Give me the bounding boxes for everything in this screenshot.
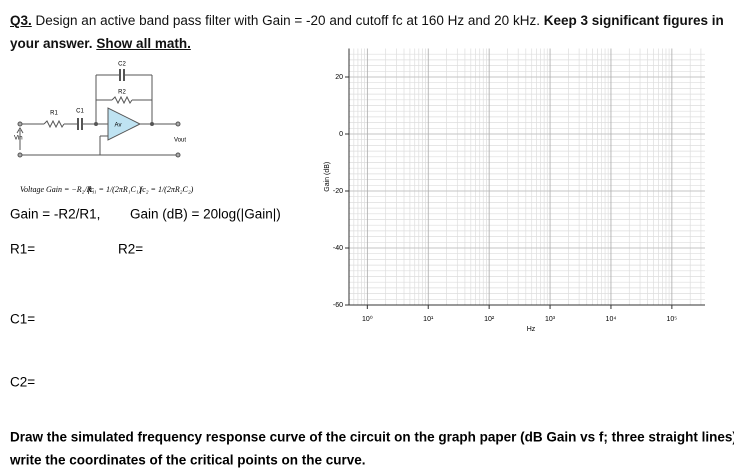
opamp-label: Av: [115, 123, 122, 129]
instruction: Draw the simulated frequency response cu…: [10, 430, 734, 445]
question-instruction: Show all math.: [96, 36, 191, 51]
question-line: Q3. Design an active band pass filter wi…: [10, 13, 724, 28]
answer-field: R2=: [118, 242, 143, 257]
question-number: Q3.: [10, 13, 32, 28]
x-axis-label: Hz: [527, 326, 536, 333]
x-tick-label: 10⁴: [606, 316, 617, 323]
graph-paper: 20 0 -20 -40 -60 10⁰ 10¹ 10² 10³ 10⁴ 10⁵ Hz Gain (dB…: [324, 48, 705, 333]
y-tick-label: -40: [333, 245, 343, 252]
x-tick-label: 10⁰: [362, 315, 373, 323]
y-tick-label: 0: [339, 131, 343, 138]
vout-label: Vout: [174, 138, 186, 144]
x-tick-label: 10⁵: [667, 316, 678, 323]
y-tick-label: -60: [333, 302, 343, 309]
x-tick-label: 10³: [545, 316, 556, 323]
formula: fc₂ = 1/(2πR₂C₂): [140, 185, 194, 194]
formula: Voltage Gain = −R₂/R₁: [20, 185, 95, 194]
gain-formula: Gain = -R2/R1,: [10, 207, 100, 222]
r1-label: R1: [50, 111, 58, 117]
y-tick-label: -20: [333, 188, 343, 195]
formula: fc₁ = 1/(2πR₁C₁): [88, 185, 142, 194]
r2-label: R2: [118, 90, 126, 96]
answer-field: C1=: [10, 312, 35, 327]
circuit: [16, 69, 181, 158]
c1-label: C1: [76, 109, 84, 115]
answer-field: C2=: [10, 375, 35, 390]
x-tick-label: 10²: [484, 316, 495, 323]
vin-label: Vin: [14, 136, 23, 142]
c2-label: C2: [118, 62, 126, 68]
instruction: write the coordinates of the critical po…: [9, 453, 366, 468]
y-axis-label: Gain (dB): [324, 162, 331, 192]
x-tick-label: 10¹: [423, 316, 434, 323]
question-emphasis: Keep 3 significant figures in: [543, 13, 724, 28]
y-tick-label: 20: [335, 74, 343, 81]
question-text: Design an active band pass filter with G…: [35, 13, 540, 28]
gain-db-formula: Gain (dB) = 20log(|Gain|): [130, 207, 281, 222]
question-line: your answer. Show all math.: [10, 36, 191, 51]
answer-field: R1=: [10, 242, 35, 257]
question-emphasis: your answer.: [10, 36, 93, 51]
